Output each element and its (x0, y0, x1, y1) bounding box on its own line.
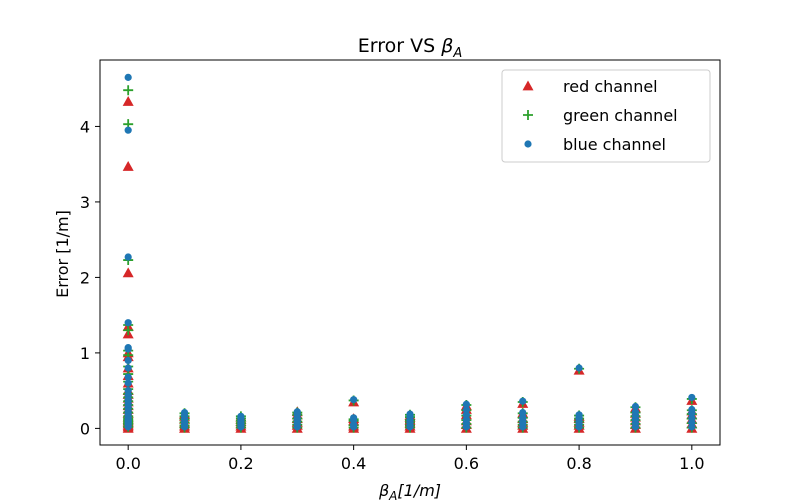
legend-red-channel-marker (522, 80, 534, 91)
data-points (122, 73, 698, 433)
blue-channel-point (462, 400, 470, 408)
blue-channel-point (688, 393, 696, 402)
blue-channel-point (180, 408, 189, 417)
blue-channel-point (237, 412, 245, 420)
chart-title: Error VS βA (358, 35, 463, 61)
blue-channel-point (631, 402, 640, 411)
blue-channel-point (575, 411, 583, 419)
legend-red-channel-label: red channel (563, 77, 658, 96)
y-tick-label: 0 (80, 419, 90, 438)
x-tick-label: 1.0 (679, 454, 704, 473)
x-tick-label: 0.4 (341, 454, 366, 473)
legend: red channel green channel blue channel (501, 69, 711, 163)
blue-channel-point (124, 319, 132, 327)
blue-channel-point (124, 373, 132, 381)
plot-frame (99, 59, 721, 446)
legend-green-channel-marker (523, 110, 533, 120)
blue-channel-point (293, 408, 301, 416)
blue-channel-point (350, 396, 358, 404)
blue-channel-point (124, 356, 132, 365)
legend-box (501, 69, 711, 163)
blue-channel-point (124, 379, 132, 387)
red-channel-point (122, 267, 134, 278)
blue-channel-point (462, 405, 470, 414)
green-channel-point (123, 85, 134, 96)
y-tick-label: 2 (80, 268, 90, 287)
blue-channel-point (631, 408, 640, 416)
red-channel-point (122, 96, 134, 106)
legend-green-channel-label: green channel (563, 106, 678, 125)
x-tick-label: 0.6 (454, 454, 479, 473)
blue-channel-point (124, 364, 132, 372)
legend-blue-channel-label: blue channel (563, 135, 666, 154)
blue-channel-point (519, 397, 527, 405)
y-tick-label: 3 (80, 193, 90, 212)
blue-channel-point (124, 423, 132, 431)
y-tick-label: 4 (80, 117, 90, 136)
blue-channel-point (519, 408, 527, 417)
blue-channel-point (124, 345, 132, 353)
axis-ticks: 0.0 0.2 0.4 0.6 0.8 1.0 0 1 2 3 4 (80, 117, 705, 473)
blue-channel-point (462, 411, 470, 419)
y-axis-label: Error [1/m] (53, 210, 72, 298)
blue-channel-point (124, 126, 132, 134)
blue-channel-point (688, 405, 696, 414)
x-axis-label: βA[1/m] (378, 481, 441, 500)
red-channel-point (122, 160, 134, 171)
blue-channel-point (124, 73, 132, 81)
green-channel-point (123, 325, 134, 336)
x-tick-label: 0.8 (566, 454, 591, 473)
blue-channel-point (350, 414, 358, 422)
legend-blue-channel-marker (524, 140, 532, 148)
x-tick-label: 0.0 (115, 454, 140, 473)
x-tick-label: 0.2 (228, 454, 253, 473)
blue-channel-point (575, 364, 583, 372)
y-tick-label: 1 (80, 344, 90, 363)
blue-channel-point (124, 253, 132, 261)
blue-channel-point (406, 410, 414, 418)
